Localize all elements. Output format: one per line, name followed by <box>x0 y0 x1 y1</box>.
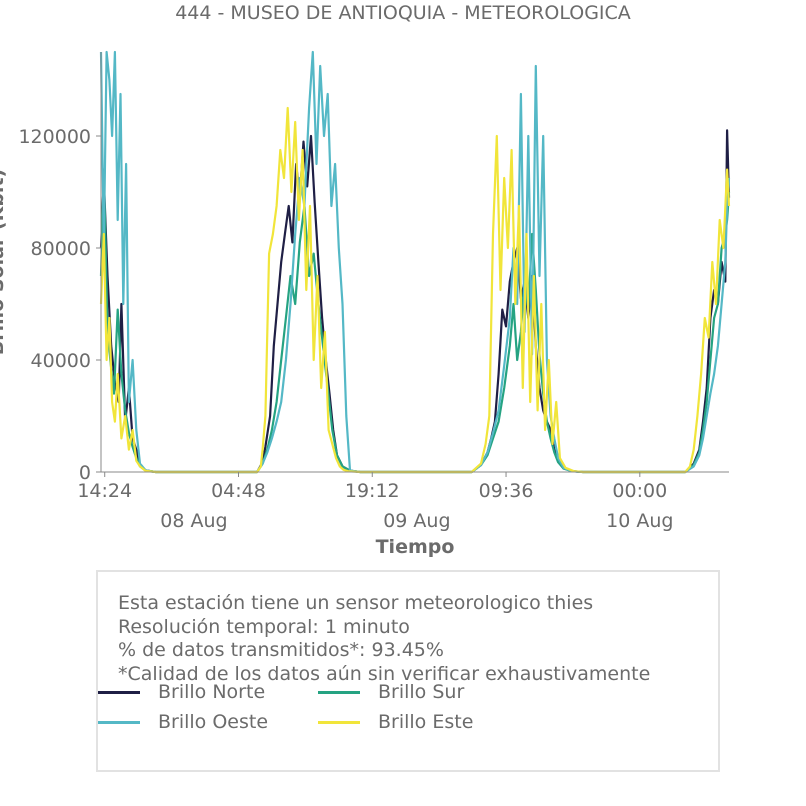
chart-title: 444 - MUSEO DE ANTIOQUIA - METEOROLOGICA <box>175 2 631 24</box>
info-line-transmitted: % de datos transmitidos*: 93.45% <box>118 639 444 661</box>
series-line-brillo-este <box>99 106 731 474</box>
series-line-brillo-sur <box>99 168 731 474</box>
legend-item-sur: Brillo Sur <box>318 680 464 704</box>
legend-item-norte: Brillo Norte <box>98 680 265 704</box>
legend-label-sur: Brillo Sur <box>378 681 465 703</box>
legend-swatch-sur <box>318 690 360 694</box>
x-tick-label: 04:48 <box>211 480 266 502</box>
x-tick-label: 00:00 <box>612 480 667 502</box>
legend-label-norte: Brillo Norte <box>158 681 266 703</box>
info-box: Esta estación tiene un sensor meteorolog… <box>96 570 720 772</box>
series-layer <box>99 50 731 474</box>
info-line-resolution: Resolución temporal: 1 minuto <box>118 615 410 638</box>
x-date-label: 08 Aug <box>160 510 227 532</box>
legend-item-este: Brillo Este <box>318 710 473 734</box>
legend-label-oeste: Brillo Oeste <box>158 711 269 733</box>
series-line-brillo-oeste <box>99 50 731 474</box>
x-tick-label: 19:12 <box>345 480 400 502</box>
info-text: Esta estación tiene un sensor meteorolog… <box>118 592 650 686</box>
y-tick-label: 120000 <box>18 126 91 148</box>
legend-swatch-este <box>318 720 360 724</box>
legend-label-este: Brillo Este <box>378 711 474 733</box>
info-line-quality-note: *Calidad de los datos aún sin verificar … <box>118 662 651 685</box>
chart-plot: 0 40000 80000 120000 14:24 04:48 19:12 09:36 00:… <box>0 50 731 558</box>
y-tick-label: 40000 <box>31 350 91 372</box>
y-tick-label: 80000 <box>31 238 91 260</box>
legend-swatch-oeste <box>98 720 140 724</box>
x-date-label: 10 Aug <box>606 510 673 532</box>
series-line-brillo-norte <box>99 129 731 474</box>
y-tick-label: 0 <box>79 462 91 484</box>
info-line-station: Esta estación tiene un sensor meteorolog… <box>118 592 594 614</box>
x-date-label: 09 Aug <box>383 510 450 532</box>
x-tick-label: 09:36 <box>479 480 534 502</box>
x-tick-label: 14:24 <box>77 480 132 502</box>
legend-item-oeste: Brillo Oeste <box>98 710 268 734</box>
axes-layer: 0 40000 80000 120000 14:24 04:48 19:12 09:36 00:… <box>0 52 729 558</box>
y-axis-title: Brillo Solar (Kbit) <box>0 169 8 355</box>
legend-swatch-norte <box>98 690 140 694</box>
x-axis-title: Tiempo <box>376 536 455 558</box>
